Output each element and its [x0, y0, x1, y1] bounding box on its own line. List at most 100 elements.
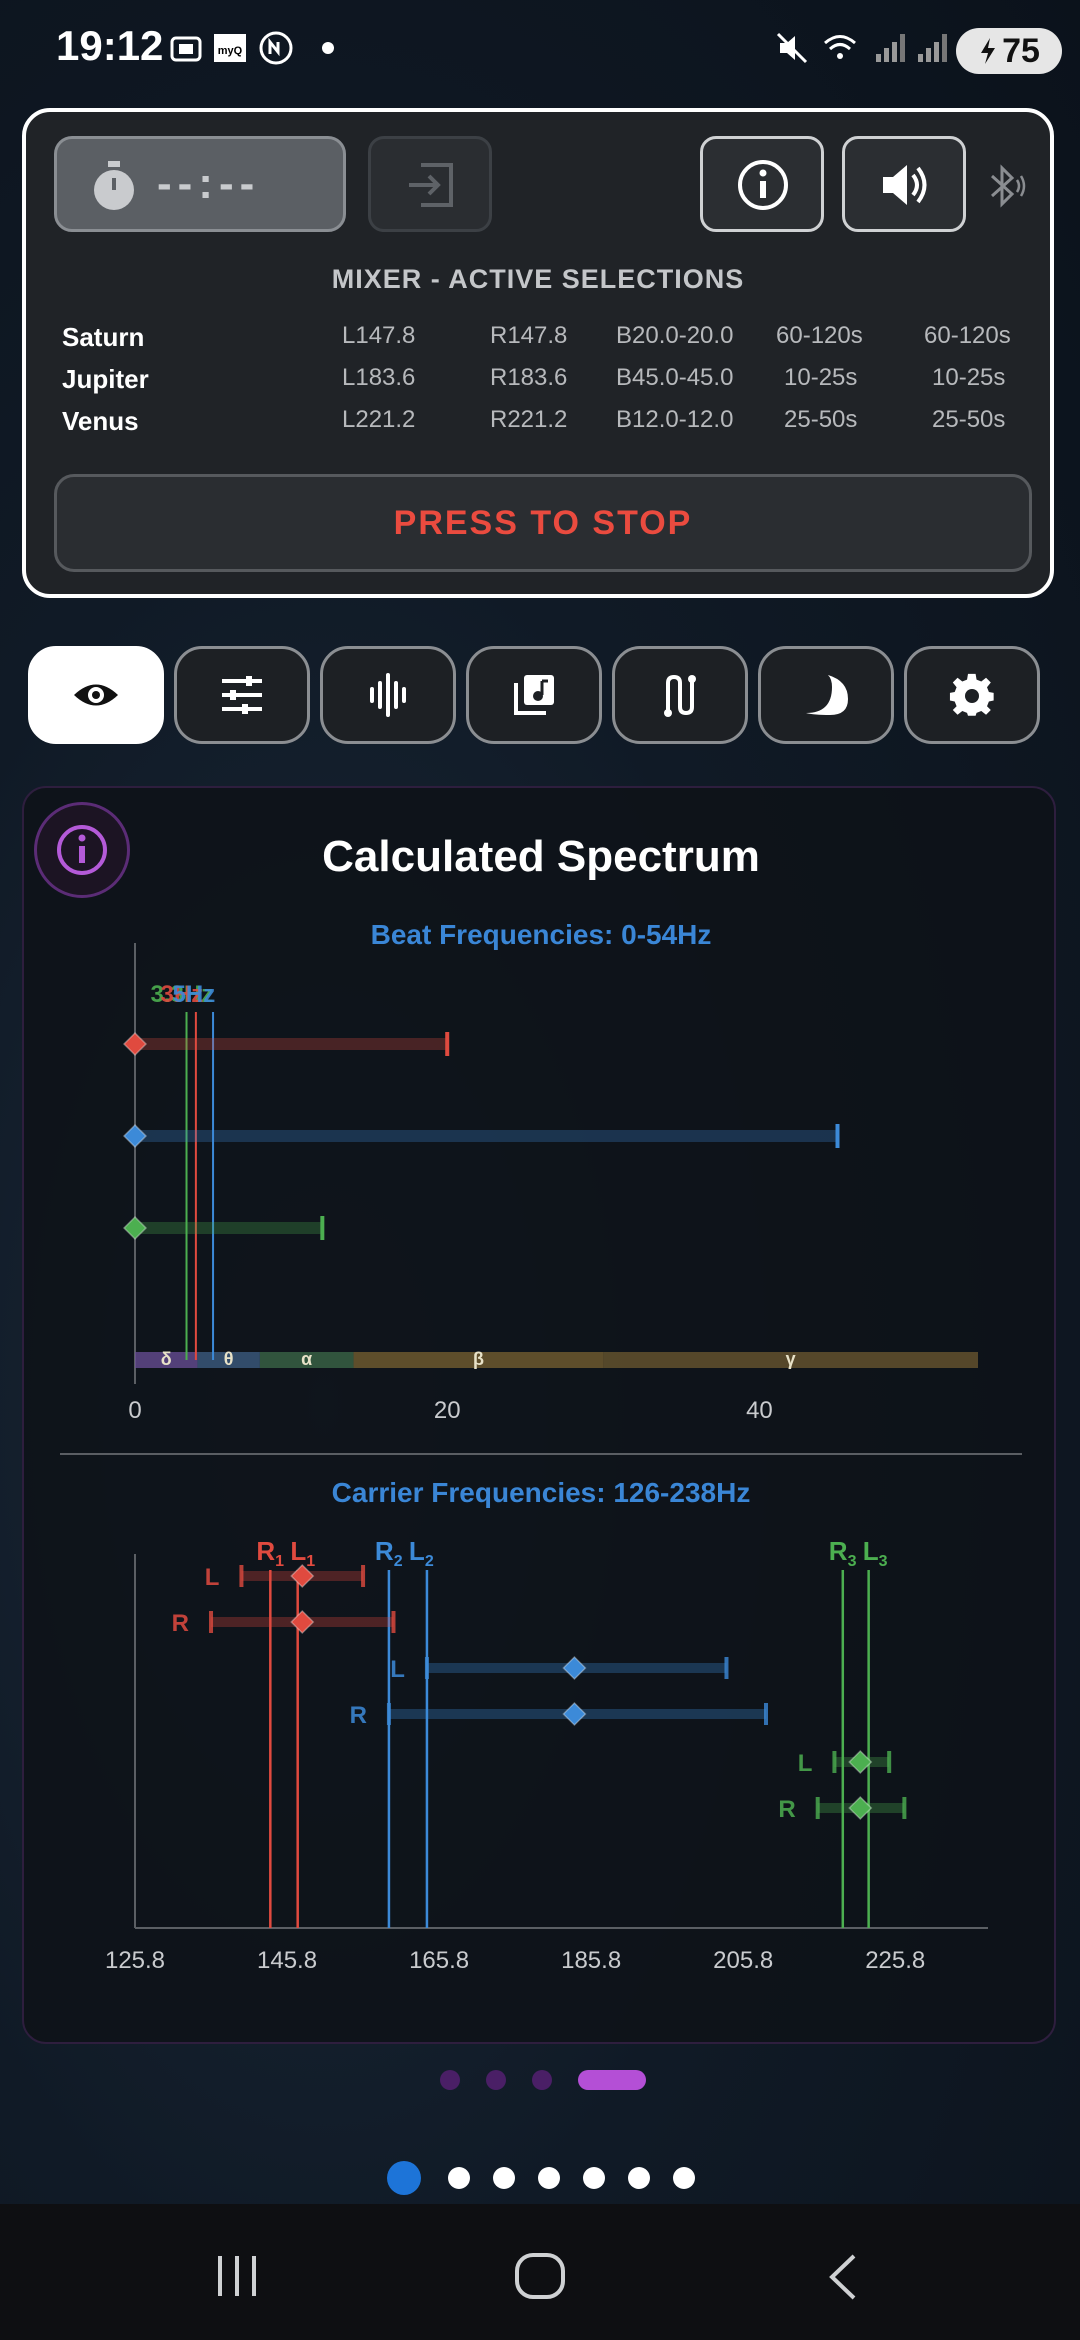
beat-frequency-label: 3.3Hz — [151, 981, 214, 1008]
dot-icon — [322, 42, 334, 54]
route-icon — [664, 674, 696, 717]
page-dot — [486, 2070, 506, 2090]
carrier-x-tick: 125.8 — [105, 1947, 165, 1974]
beat-x-tick: 0 — [128, 1397, 141, 1424]
info-icon — [738, 160, 788, 210]
duration: 10-25s — [932, 364, 1006, 391]
tab-waveform[interactable] — [320, 646, 456, 744]
mixer-row: Venus L221.2 R221.2 B12.0-12.0 25-50s 25… — [62, 406, 1022, 446]
duration: 25-50s — [932, 406, 1006, 433]
beat-point — [122, 1031, 148, 1057]
mute-icon — [776, 32, 808, 64]
band-label: β — [473, 1349, 484, 1369]
page-dot-active — [387, 2161, 421, 2195]
chart-page-indicator[interactable] — [430, 2068, 650, 2092]
info-icon — [57, 825, 107, 875]
layer-name: Jupiter — [62, 364, 149, 394]
battery-level: 75 — [1002, 31, 1040, 70]
left-frequency: L221.2 — [342, 406, 416, 433]
page-dot — [493, 2167, 515, 2189]
main-page-indicator[interactable] — [386, 2160, 706, 2196]
music-library-icon — [514, 675, 554, 715]
back-button[interactable] — [826, 2252, 860, 2302]
enter-button[interactable] — [368, 136, 492, 232]
battery-indicator: 75 — [956, 28, 1062, 74]
info-button[interactable] — [700, 136, 824, 232]
volume-button[interactable] — [842, 136, 966, 232]
beat-range-bar — [135, 1038, 448, 1050]
carrier-chart-title: Carrier Frequencies: 126-238Hz — [332, 1477, 751, 1508]
tab-route[interactable] — [612, 646, 748, 744]
tab-visualizer[interactable] — [28, 646, 164, 744]
myq-icon: myQ — [214, 34, 246, 62]
beat-range: B12.0-12.0 — [616, 406, 734, 433]
stopwatch-icon — [94, 161, 134, 210]
home-button[interactable] — [514, 2252, 566, 2300]
carrier-line-label: R1 — [256, 1536, 284, 1570]
tab-sleep[interactable] — [758, 646, 894, 744]
page-dot — [628, 2167, 650, 2189]
frequency-band — [135, 1352, 198, 1368]
spectrum-title: Calculated Spectrum — [322, 832, 760, 881]
beat-chart-title: Beat Frequencies: 0-54Hz — [371, 919, 712, 950]
status-bar: 19:12 myQ 75 — [0, 0, 1080, 100]
system-nav-bar — [0, 2204, 1080, 2340]
timer-button[interactable]: --:-- — [54, 136, 346, 232]
wifi-icon — [824, 35, 856, 59]
carrier-x-tick: 225.8 — [865, 1947, 925, 1974]
duration: 60-120s — [924, 322, 1011, 349]
gear-icon — [949, 673, 994, 716]
beat-point — [122, 1123, 148, 1149]
right-frequency: R221.2 — [490, 406, 568, 433]
carrier-x-tick: 185.8 — [561, 1947, 621, 1974]
beat-range: B20.0-20.0 — [616, 322, 734, 349]
spectrum-info-button[interactable] — [34, 802, 130, 898]
duration: 60-120s — [776, 322, 863, 349]
tab-library[interactable] — [466, 646, 602, 744]
page-dot — [538, 2167, 560, 2189]
beat-range-bar — [135, 1130, 838, 1142]
right-frequency: R147.8 — [490, 322, 568, 349]
channel-label: L — [390, 1656, 405, 1683]
beat-frequency-label: 3Hz — [161, 981, 204, 1008]
battery-icon — [981, 38, 996, 64]
carrier-point — [848, 1795, 873, 1821]
carrier-line-label: R2 — [375, 1536, 403, 1570]
channel-label: L — [205, 1564, 220, 1591]
carrier-x-tick: 165.8 — [409, 1947, 469, 1974]
channel-label: R — [778, 1796, 795, 1823]
screenshot-icon — [170, 36, 202, 62]
layer-name: Venus — [62, 406, 139, 436]
spectrum-charts: Beat Frequencies: 0-54Hz δ θ α β γ 3.3Hz3Hz5H… — [60, 919, 1022, 1974]
mixer-card: --:-- MIXER - ACTIVE SELECTIONS Saturn L… — [22, 108, 1054, 598]
page-dot — [673, 2167, 695, 2189]
page-dot — [583, 2167, 605, 2189]
frequency-band — [353, 1352, 604, 1368]
band-label: θ — [224, 1349, 234, 1369]
mixer-row: Saturn L147.8 R147.8 B20.0-20.0 60-120s … — [62, 322, 1022, 362]
recent-apps-button[interactable] — [214, 2254, 260, 2298]
waveform-icon — [370, 673, 406, 717]
svg-text:myQ: myQ — [218, 45, 243, 57]
page-dot — [448, 2167, 470, 2189]
carrier-x-tick: 145.8 — [257, 1947, 317, 1974]
login-icon — [409, 163, 453, 207]
sliders-icon — [222, 676, 262, 714]
timer-display: --:-- — [157, 159, 261, 208]
tab-settings[interactable] — [904, 646, 1040, 744]
beat-x-tick: 40 — [746, 1397, 773, 1424]
carrier-line-label: L1 — [290, 1536, 315, 1570]
nfc-icon — [259, 31, 293, 65]
carrier-point — [290, 1563, 315, 1589]
left-frequency: L147.8 — [342, 322, 416, 349]
page-dot — [440, 2070, 460, 2090]
tab-mixer[interactable] — [174, 646, 310, 744]
channel-label: R — [350, 1702, 367, 1729]
right-frequency: R183.6 — [490, 364, 568, 391]
mixer-row: Jupiter L183.6 R183.6 B45.0-45.0 10-25s … — [62, 364, 1022, 404]
bluetooth-icon[interactable] — [984, 164, 1028, 208]
stop-button[interactable]: PRESS TO STOP — [54, 474, 1032, 572]
band-label: δ — [161, 1349, 172, 1369]
duration: 25-50s — [784, 406, 858, 433]
beat-range: B45.0-45.0 — [616, 364, 734, 391]
